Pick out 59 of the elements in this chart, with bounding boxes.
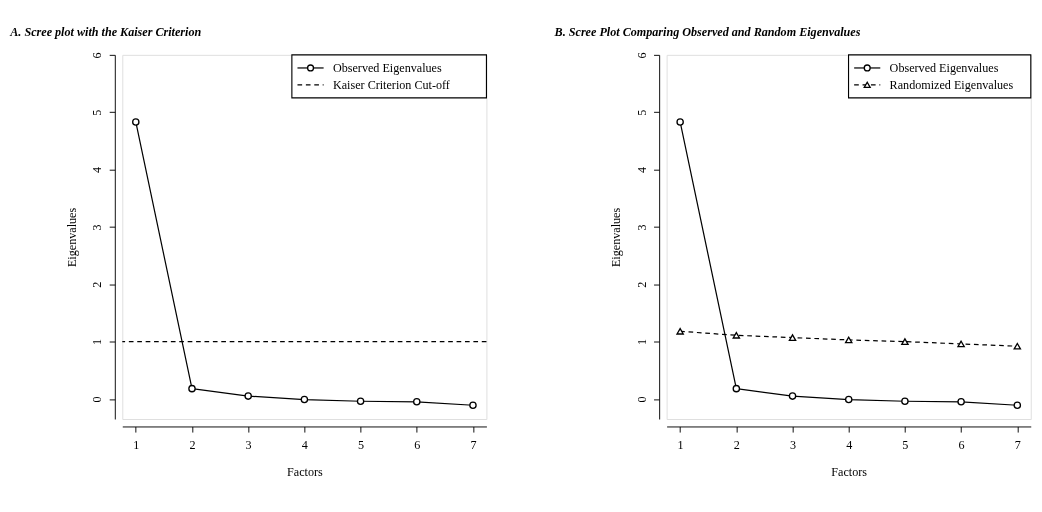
- point: [188, 384, 196, 393]
- y-tick-label: 5: [634, 109, 649, 116]
- x-tick-label: 3: [245, 438, 252, 453]
- y-tick-label: 2: [634, 281, 649, 288]
- point: [901, 397, 909, 406]
- y-tick-label: 4: [90, 167, 105, 174]
- point: [132, 118, 140, 126]
- x-tick-label: 3: [789, 438, 797, 453]
- point: [732, 384, 741, 393]
- chart-title: A. Scree plot with the Kaiser Criterion: [9, 24, 202, 39]
- x-tick-label: 1: [133, 438, 140, 453]
- point: [844, 336, 853, 344]
- y-axis-title: Eigenvalues: [609, 207, 624, 268]
- x-tick-label: 5: [902, 438, 909, 453]
- point: [244, 392, 252, 400]
- x-tick-label: 7: [1014, 438, 1021, 453]
- y-axis-title: Eigenvalues: [65, 207, 80, 268]
- y-tick-label: 2: [90, 281, 105, 288]
- point: [300, 395, 309, 404]
- y-tick-label: 1: [90, 339, 105, 346]
- y-tick-label: 0: [90, 396, 105, 403]
- legend-label: Kaiser Criterion Cut-off: [332, 77, 451, 92]
- point: [957, 340, 965, 348]
- point: [957, 398, 965, 406]
- x-tick-label: 6: [414, 438, 421, 453]
- y-tick-label: 6: [90, 52, 105, 59]
- x-tick-label: 5: [358, 438, 365, 453]
- x-tick-label: 2: [733, 438, 740, 453]
- y-tick-label: 6: [634, 52, 649, 59]
- x-tick-label: 7: [470, 438, 477, 453]
- y-tick-label: 1: [634, 339, 649, 346]
- legend-label: Randomized Eigenvalues: [889, 77, 1014, 92]
- point: [732, 331, 741, 339]
- x-tick-label: 1: [677, 438, 684, 453]
- x-tick-label: 4: [301, 438, 308, 453]
- point: [469, 401, 477, 410]
- point: [901, 338, 909, 345]
- point: [676, 118, 684, 126]
- x-axis-title: Factors: [831, 465, 868, 480]
- point: [788, 334, 797, 341]
- y-tick-label: 3: [90, 224, 105, 231]
- x-axis-title: Factors: [287, 465, 323, 480]
- point: [844, 395, 853, 404]
- point: [1013, 342, 1022, 350]
- y-tick-label: 3: [634, 224, 649, 231]
- x-tick-label: 4: [846, 438, 853, 453]
- x-tick-label: 2: [189, 438, 196, 453]
- legend-label: Observed Eigenvalues: [889, 60, 999, 75]
- y-tick-label: 4: [634, 167, 649, 174]
- point: [676, 327, 684, 335]
- chart-title: B. Scree Plot Comparing Observed and Random Eigenvalues: [553, 24, 861, 39]
- legend-label: Observed Eigenvalues: [332, 60, 442, 75]
- point: [1013, 401, 1022, 410]
- y-tick-label: 0: [634, 396, 649, 403]
- point: [788, 392, 797, 400]
- point: [412, 398, 421, 406]
- x-tick-label: 6: [958, 438, 965, 453]
- point: [356, 397, 365, 406]
- y-tick-label: 5: [90, 109, 105, 116]
